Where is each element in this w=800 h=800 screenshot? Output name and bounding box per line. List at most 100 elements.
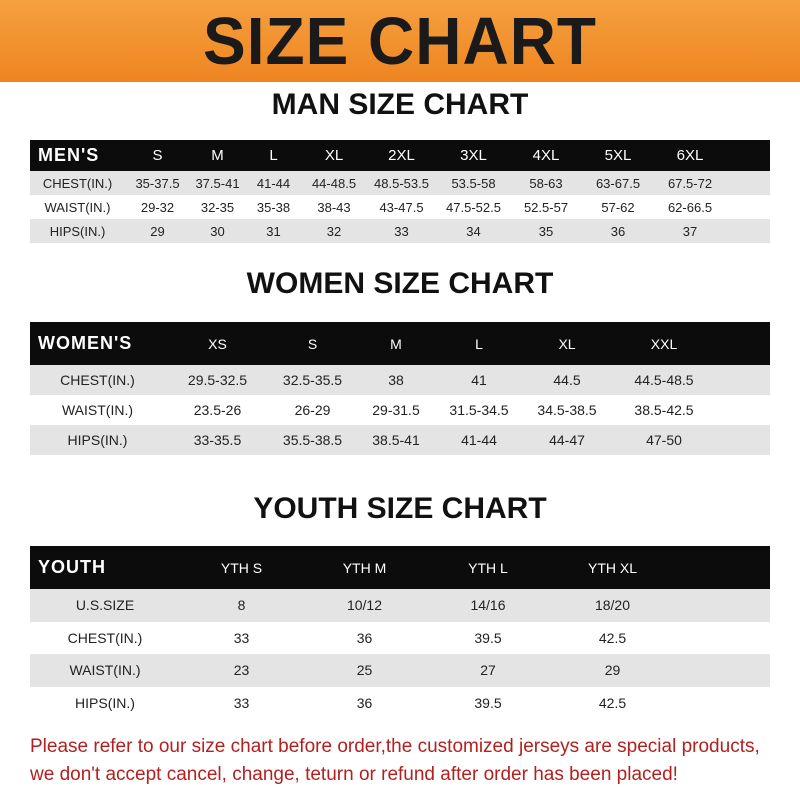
table-cell: 33 [233,629,250,646]
table-cell: 31 [266,223,281,239]
table-cell: 8 [237,597,246,614]
table-cell: 29 [150,223,165,239]
table-cell: 42.5 [598,629,627,646]
table-cell: 32.5-35.5 [282,372,343,388]
table-header-row: YOUTH YTH S YTH M YTH L YTH XL [30,546,770,589]
table-cell: 42.5 [598,694,627,711]
table-cell: 29.5-32.5 [187,372,248,388]
row-label: HIPS(IN.) [67,432,128,448]
table-cell: 35.5-38.5 [282,432,343,448]
table-row: WAIST(IN.) 23 25 27 29 [30,654,770,687]
table-cell: 44.5 [553,372,581,388]
table-cell: 67.5-72 [667,175,713,191]
table-cell: 29 [604,662,621,679]
table-cell: 62-66.5 [667,199,713,215]
table-cell: 34 [466,223,481,239]
table-cell: 47-50 [646,432,682,448]
table-cell: 18/20 [594,597,631,614]
row-label: CHEST(IN.) [60,372,135,388]
table-cell: XXL [650,335,678,352]
table-cell: 39.5 [474,694,502,711]
notice-line-2: we don't accept cancel, change, teturn o… [30,764,678,785]
table-cell: 38.5-41 [372,432,420,448]
table-cell: L [269,147,278,164]
table-cell: 37 [682,223,698,239]
row-label: WAIST(IN.) [69,662,141,679]
table-cell: 23.5-26 [193,402,242,418]
table-cell: YTH XL [587,559,637,576]
youth-title: YOUTH SIZE CHART [253,492,547,525]
table-cell: 4XL [532,147,560,164]
table-cell: 14/16 [470,597,506,614]
row-label: MEN'S [38,145,100,165]
row-label: YOUTH [38,557,106,577]
table-row: HIPS(IN.) 33 36 39.5 42.5 [30,687,770,720]
table-header-row: MEN'S S M L XL 2XL 3XL 4XL 5XL 6XL [30,140,770,171]
table-cell: XL [558,335,576,352]
row-label: WOMEN'S [38,333,133,353]
table-cell: M [211,147,224,164]
table-row: WAIST(IN.) 29-32 32-35 35-38 38-43 43-47.5 47.… [30,195,770,219]
table-cell: 33 [394,223,409,239]
table-cell: 35 [538,223,554,239]
table-cell: 23 [233,662,250,679]
table-cell: 47.5-52.5 [446,199,501,215]
table-cell: 39.5 [474,629,502,646]
table-cell: 41 [471,372,487,388]
table-cell: 57-62 [601,199,635,215]
table-cell: 37.5-41 [195,175,240,191]
table-cell: 33 [233,694,250,711]
table-row: CHEST(IN.) 29.5-32.5 32.5-35.5 38 41 44.5 44.5… [30,365,770,395]
table-cell: 53.5-58 [451,175,496,191]
table-cell: 29-31.5 [372,402,420,418]
table-cell: S [152,147,163,164]
table-cell: 35-38 [256,199,291,215]
table-cell: 38.5-42.5 [634,402,694,418]
table-cell: 6XL [676,147,704,164]
table-cell: 48.5-53.5 [374,175,429,191]
notice-line-1: Please refer to our size chart before or… [30,736,760,757]
table-cell: 34.5-38.5 [537,402,597,418]
banner-title: SIZE CHART [203,3,597,79]
table-cell: 41-44 [461,432,497,448]
row-label: U.S.SIZE [75,597,135,614]
table-cell: 32-35 [200,199,235,215]
banner: SIZE CHART [0,0,800,82]
table-cell: 36 [356,629,373,646]
table-cell: 33-35.5 [193,432,242,448]
table-cell: 35-37.5 [135,175,180,191]
women-table: WOMEN'S XS S M L XL XXL CHEST(IN.) 29.5-32.5 32.5… [30,322,770,455]
table-cell: 41-44 [256,175,291,191]
table-cell: 58-63 [529,175,563,191]
table-cell: 43-47.5 [379,199,424,215]
row-label: CHEST(IN.) [42,175,113,191]
table-cell: XS [208,335,227,352]
table-cell: 63-67.5 [595,175,641,191]
youth-table: YOUTH YTH S YTH M YTH L YTH XL U.S.SIZE 8 10/12… [30,546,770,719]
table-row: U.S.SIZE 8 10/12 14/16 18/20 [30,589,770,622]
table-cell: 3XL [460,147,487,164]
table-row: HIPS(IN.) 33-35.5 35.5-38.5 38.5-41 41-44 44-… [30,425,770,455]
table-cell: 36 [610,223,626,239]
table-cell: 44-47 [549,432,585,448]
row-label: HIPS(IN.) [75,694,135,711]
table-cell: YTH S [220,559,263,576]
table-cell: 10/12 [346,597,383,614]
table-cell: 2XL [388,147,415,164]
table-cell: 30 [210,223,225,239]
row-label: WAIST(IN.) [61,402,134,418]
row-label: CHEST(IN.) [67,629,143,646]
table-cell: XL [324,147,344,164]
table-cell: M [390,335,402,352]
table-cell: 26-29 [294,402,331,418]
table-cell: YTH L [468,559,508,576]
table-row: WAIST(IN.) 23.5-26 26-29 29-31.5 31.5-34.5 34… [30,395,770,425]
table-cell: 25 [356,662,373,679]
table-cell: 29-32 [140,199,175,215]
row-label: HIPS(IN.) [49,223,106,239]
men-table: MEN'S S M L XL 2XL 3XL 4XL 5XL 6XL CHEST(IN.) 35-37… [30,140,770,243]
table-cell: 52.5-57 [523,199,569,215]
table-cell: 27 [480,662,496,679]
table-cell: 32 [326,223,342,239]
table-row: HIPS(IN.) 29 30 31 32 33 34 35 36 37 [30,219,770,243]
